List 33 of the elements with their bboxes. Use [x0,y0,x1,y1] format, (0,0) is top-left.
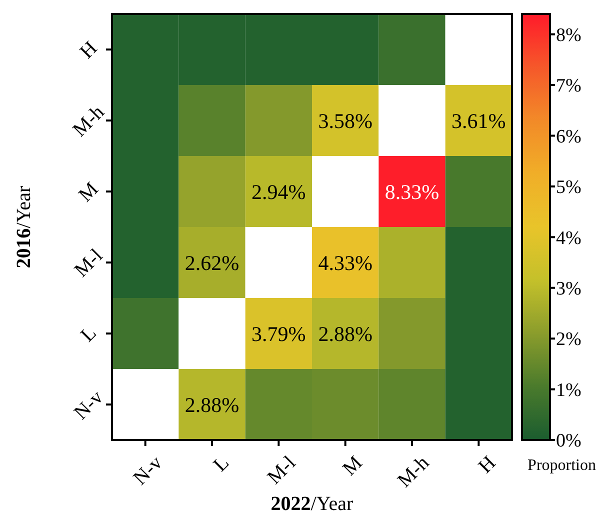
color-bar-label: 0% [556,430,582,452]
x-tick-label: N-v [129,452,167,490]
data-label: 3.58% [318,108,372,133]
data-label: 2.62% [184,250,240,275]
data-label: 2.88% [184,392,240,417]
x-tick-label: M-h [394,452,434,492]
color-bar-label: 5% [556,177,582,198]
y-tick-label: M-l [70,244,108,282]
y-tick-label: M [74,178,103,206]
color-bar-label: 1% [556,380,582,401]
color-bar-label: 6% [556,126,582,148]
data-label: 3.61% [452,108,506,133]
x-tick-label: L [209,452,234,476]
y-tick-label: M-h [68,101,109,142]
color-bar-label: 3% [556,278,582,300]
y-tick-label: N-v [70,386,108,424]
color-bar-title: Proportion [528,457,596,474]
y-axis-title: 2016/Year [13,185,35,268]
x-tick-label: M-l [263,452,300,489]
x-axis-title: 2022/Year [270,493,354,515]
color-bar-label: 2% [556,329,582,350]
data-label: 4.33% [318,250,372,275]
data-label: 2.94% [252,180,306,204]
y-tick-label: H [76,37,102,64]
color-bar-label: 7% [556,76,582,97]
x-tick-label: H [474,452,500,478]
y-tick-label: L [76,322,101,346]
data-label: 2.88% [318,322,372,346]
color-bar-label: 4% [556,228,582,249]
x-tick-label: M [338,452,367,480]
data-label: 8.33% [384,180,440,204]
data-label: 3.79% [252,322,306,346]
color-bar-label: 8% [556,24,582,46]
